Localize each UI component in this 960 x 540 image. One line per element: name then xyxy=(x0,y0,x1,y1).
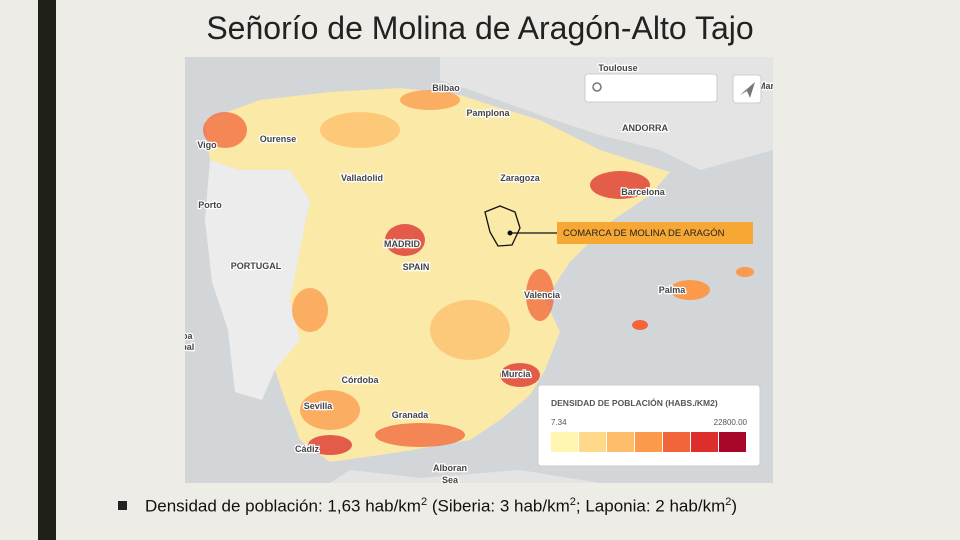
density-patches xyxy=(203,90,650,455)
place-label: Córdoba xyxy=(342,375,380,385)
place-label: Sevilla xyxy=(304,401,334,411)
annotation-box xyxy=(557,222,753,244)
bullet-marker xyxy=(118,500,127,510)
place-label: Valladolid xyxy=(341,173,383,183)
bullet-text: ) xyxy=(731,496,738,516)
superscript: 2 xyxy=(569,496,576,508)
slide-title: Señorío de Molina de Aragón-Alto Tajo xyxy=(206,10,754,46)
legend-min: 7.34 xyxy=(551,418,567,427)
legend-swatch xyxy=(551,432,578,452)
mallorca xyxy=(670,280,710,300)
superscript: 2 xyxy=(725,496,732,508)
place-label: Pamplona xyxy=(466,108,510,118)
place-label: Setúbal xyxy=(185,342,194,352)
side-bar xyxy=(38,0,56,540)
annotation-dot xyxy=(507,230,513,236)
place-label: PORTUGAL xyxy=(231,261,282,271)
place-label: Murcia xyxy=(501,369,531,379)
bullet-text: Densidad de población: 1,63 hab/km xyxy=(145,496,421,516)
portugal xyxy=(205,160,310,400)
place-label: ANDORRA xyxy=(622,123,668,133)
map: ToulouseMarBilbaoPamplonaANDORRAVigoOure… xyxy=(185,57,773,483)
africa xyxy=(330,470,600,483)
legend-swatch xyxy=(635,432,662,452)
legend-swatch xyxy=(579,432,606,452)
comarca-outline xyxy=(484,205,521,247)
legend-swatch xyxy=(691,432,718,452)
place-label: Ourense xyxy=(260,134,297,144)
legend-swatch xyxy=(719,432,746,452)
place-label: Cádiz xyxy=(295,444,320,454)
place-label: Alboran xyxy=(433,463,467,473)
menorca xyxy=(736,267,754,277)
place-label: Valencia xyxy=(524,290,561,300)
place-label: MADRID xyxy=(384,239,420,249)
annotation: COMARCA DE MOLINA DE ARAGÓN xyxy=(563,228,725,239)
place-label: Palma xyxy=(659,285,687,295)
spain xyxy=(205,88,670,462)
legend-title: DENSIDAD DE POBLACIÓN (HABS./KM2) xyxy=(551,397,718,408)
place-label: SPAIN xyxy=(403,262,430,272)
legend-max: 22800.00 xyxy=(714,418,748,427)
ibiza xyxy=(632,320,648,330)
locate-icon xyxy=(740,82,755,98)
place-label: Barcelona xyxy=(621,187,666,197)
bullet-text: ; Laponia: 2 hab/km xyxy=(575,496,726,516)
place-label: Porto xyxy=(198,200,222,210)
place-label: Vigo xyxy=(197,140,217,150)
place-label: Toulouse xyxy=(598,63,637,73)
legend-swatch xyxy=(663,432,690,452)
search-box[interactable] xyxy=(584,73,718,103)
superscript: 2 xyxy=(420,496,428,508)
legend-swatch xyxy=(607,432,634,452)
place-label: Lisboa xyxy=(185,331,193,341)
place-label: Bilbao xyxy=(432,83,460,93)
place-label: Granada xyxy=(392,410,430,420)
place-label: Zaragoza xyxy=(500,173,541,183)
search-icon xyxy=(592,82,602,92)
bullet-text: (Siberia: 3 hab/km xyxy=(427,496,570,516)
bullet: Densidad de población: 1,63 hab/km2 (Sib… xyxy=(118,496,737,517)
place-label: Sea xyxy=(442,475,459,483)
